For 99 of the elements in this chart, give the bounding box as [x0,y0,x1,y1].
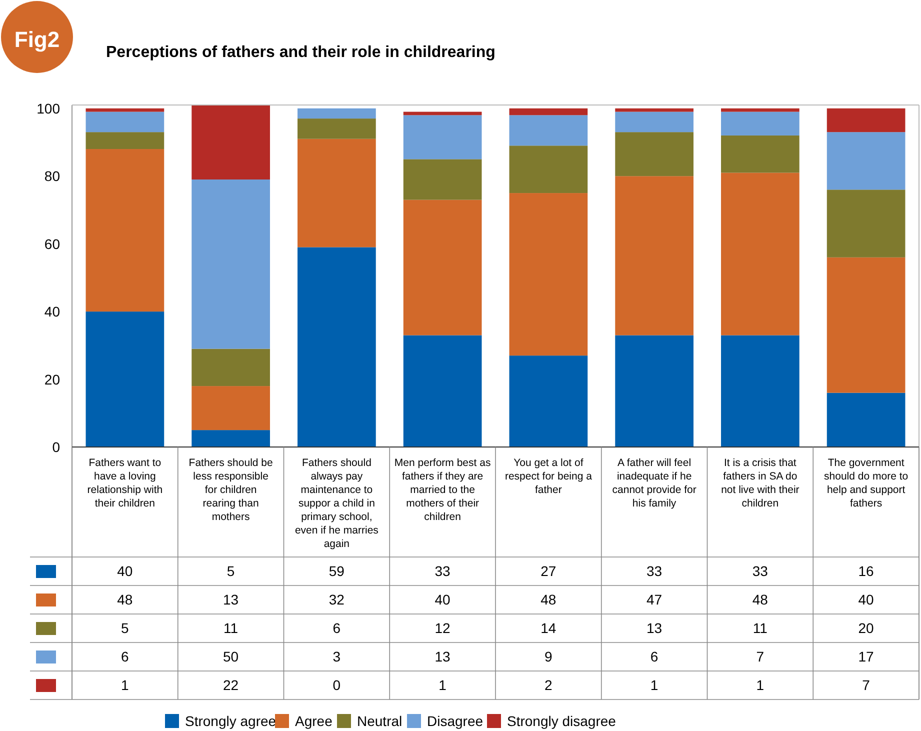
bar [192,386,270,430]
x-tick-label: Fathers should be less responsible for children rearing than mothers [188,457,273,523]
bar [403,335,482,447]
data-label: 3 [332,648,341,664]
data-label: 40 [117,563,133,579]
bar [192,179,270,349]
data-label: 13 [223,592,239,608]
chart-title: Perceptions of fathers and their role in childrearing [106,44,496,61]
data-label: 40 [858,592,874,608]
bar [403,159,482,200]
x-tick-label: You get a lot of respect for being a father [504,457,592,496]
bar [509,193,588,356]
data-label: 48 [117,592,133,608]
bar [86,312,164,447]
data-label: 7 [756,648,764,664]
data-label: 33 [646,563,662,579]
data-label: 13 [646,620,662,636]
data-label: 13 [434,648,451,664]
y-tick-label: 80 [44,168,60,184]
bar [721,108,800,112]
x-tick-label: Men perform best as fathers if they are married to the mothers of their children [394,457,491,523]
bar [509,108,588,116]
legend-label: Agree [295,713,333,729]
y-tick-label: 0 [52,439,60,455]
bar [298,247,376,447]
bar [826,132,906,190]
bar [615,108,694,112]
data-label: 0 [332,677,341,693]
bar [86,149,164,312]
bar [615,112,694,132]
data-label: 2 [544,677,553,693]
bar [403,115,482,160]
data-label: 47 [646,592,662,608]
legend-label: Strongly agree [185,713,276,729]
caption: Fig2 [14,27,60,52]
bar [192,430,270,447]
x-tick-label: It is a crisis that fathers in SA do not live with their children [721,457,800,510]
data-label: 1 [756,677,764,693]
bar [509,356,588,447]
bar [86,132,164,150]
data-label: 33 [434,563,451,579]
bar [721,335,800,447]
bar [721,135,800,173]
y-tick-label: 60 [44,236,60,252]
data-label: 5 [121,620,130,636]
legend-label: Disagree [427,713,484,729]
bar [403,200,482,336]
data-label: 16 [858,563,874,579]
data-label: 11 [224,620,238,636]
x-tick-label: A father will feel inadequate if he cannot provide for his family [612,457,697,510]
data-label: 59 [328,563,345,579]
bar [509,146,588,194]
bar [298,138,376,248]
data-label: 5 [226,563,235,579]
bar [721,172,800,336]
data-label: 22 [223,677,239,693]
bar [86,108,164,112]
data-label: 7 [862,677,870,693]
legend-label: Strongly disagree [507,713,616,729]
data-label: 20 [858,620,874,636]
x-tick-label: Fathers should always pay maintenance to suppor a child in primary school, even if he marries again [294,457,378,550]
data-label: 32 [328,592,345,608]
data-label: 9 [544,648,553,664]
x-tick-label: Fathers want to have a loving relationship with their children [87,457,163,510]
bar [615,335,694,447]
bar [192,105,270,180]
bar [615,132,694,176]
y-tick-label: 100 [36,100,60,116]
x-tick-label: The government should do more to help and support fathers [824,457,908,510]
bar [826,190,906,258]
bar [298,108,376,119]
data-label: 27 [540,563,556,579]
bar [826,257,906,393]
y-tick-label: 20 [44,371,60,388]
data-label: 1 [650,677,658,693]
bar [826,392,906,447]
legend-label: Neutral [357,713,402,729]
data-label: 50 [223,648,239,664]
data-label: 1 [121,677,130,693]
data-label: 6 [332,620,341,636]
bar [509,115,588,146]
data-label: 17 [858,648,874,664]
y-tick-label: 40 [44,304,60,320]
bar [615,176,694,336]
data-label: 33 [752,563,768,579]
data-label: 48 [540,592,556,608]
data-label: 12 [434,620,451,636]
data-label: 48 [752,592,768,608]
data-label: 14 [540,620,556,636]
bar [298,118,376,139]
data-label: 40 [434,592,451,608]
bar [86,112,164,132]
data-label: 6 [121,648,130,664]
data-label: 6 [650,648,658,664]
bar [826,108,906,132]
data-label: 11 [752,620,768,636]
data-label: 1 [438,677,447,693]
bar [721,112,800,136]
bar [192,348,270,386]
